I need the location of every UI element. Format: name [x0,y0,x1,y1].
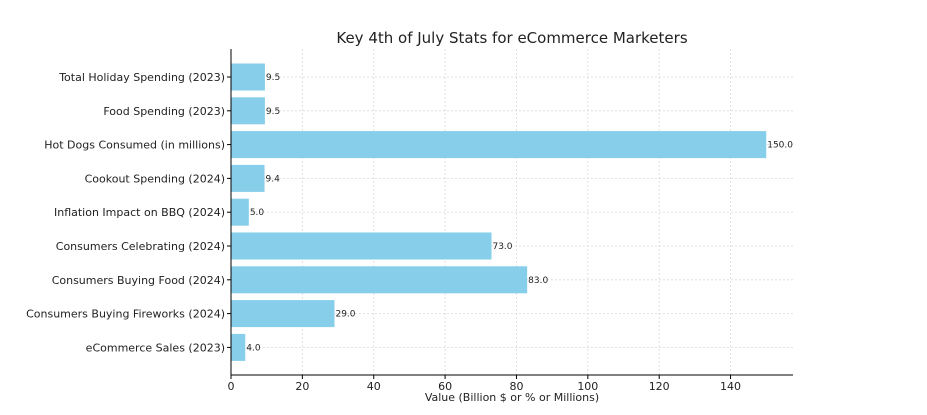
value-label: 83.0 [528,276,548,286]
category-label: Hot Dogs Consumed (in millions) [44,139,225,152]
bar [231,164,265,192]
bar [231,232,492,260]
category-label: Total Holiday Spending (2023) [58,71,225,84]
x-tick-label: 60 [438,380,452,393]
bar [231,300,335,328]
bar [231,131,767,159]
x-axis-title: Value (Billion $ or % or Millions) [425,391,599,404]
bar [231,97,265,125]
value-label: 9.4 [266,174,281,184]
labels: 0 20 40 60 80 100 120 140 Total Holiday Spending… [26,71,793,393]
category-label: Consumers Buying Food (2024) [52,274,225,287]
value-label: 9.5 [266,107,280,117]
category-label: Consumers Celebrating (2024) [56,240,225,253]
value-label: 150.0 [767,141,793,151]
category-label: eCommerce Sales (2023) [86,341,225,354]
x-tick-label: 140 [720,380,741,393]
category-label: Cookout Spending (2024) [85,172,225,185]
x-tick-label: 80 [509,380,523,393]
value-label: 5.0 [250,208,265,218]
bar [231,198,249,226]
x-tick-label: 20 [295,380,309,393]
value-label: 9.5 [266,73,280,83]
chart-title: Key 4th of July Stats for eCommerce Mark… [336,29,687,47]
category-label: Inflation Impact on BBQ (2024) [54,206,225,219]
bar [231,333,246,361]
bar [231,63,265,91]
x-tick-label: 100 [577,380,598,393]
category-label: Food Spending (2023) [103,105,225,118]
x-tick-label: 120 [649,380,670,393]
x-tick-label: 0 [228,380,235,393]
value-label: 73.0 [492,242,512,252]
x-tick-label: 40 [367,380,381,393]
bars [231,63,767,361]
value-label: 29.0 [335,310,355,320]
value-label: 4.0 [246,343,261,353]
bar [231,266,528,294]
category-label: Consumers Buying Fireworks (2024) [26,308,225,321]
